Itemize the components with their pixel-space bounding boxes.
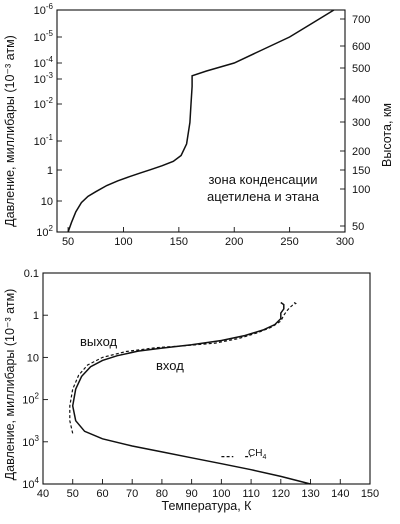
top-y-tick-label-exp: -6 [46,2,54,11]
bottom-x-tick-label: 100 [212,488,230,500]
bottom-x-tick-label: 140 [331,488,349,500]
bottom-y-tick-label-base: 0.1 [24,268,39,280]
label-inflow: вход [156,358,184,373]
bottom-x-tick-label: 130 [301,488,319,500]
top-y-tick-label-base: 10 [34,74,46,86]
top-curves [67,9,335,233]
plot-frame-bottom [42,272,371,485]
bottom-x-tick-label: 60 [96,488,108,500]
bottom-x-tick-label: 110 [242,488,260,500]
series-выход-line [69,301,297,434]
bottom-y-tick-label-base: 10 [27,352,39,364]
top-y-tick-label-base: 10 [34,58,46,70]
bottom-y-tick-label: 10 [27,352,39,364]
top-right-tick-label: 50 [352,221,364,233]
bottom-y-tick-label-exp: 2 [35,392,40,401]
bottom-y-tick-label-base: 10 [22,479,34,491]
top-y-tick-label: 10 [41,196,53,208]
bottom-y-tick-label: 102 [22,392,39,407]
bottom-x-tick-label: 50 [67,488,79,500]
series-вход-line [71,301,311,485]
top-y-tick-label: 10-6 [34,2,54,17]
panel-altitude-temperature: 50 100 150 200 250 300 10-610-510-410-310-210… [3,2,394,248]
top-right-tick-label: 300 [352,117,370,129]
top-x-tick-label: 200 [225,236,243,248]
top-temperature-profile [67,9,335,233]
top-right-tick-label: 400 [352,94,370,106]
top-x-tick-label: 50 [62,236,74,248]
panel-pressure-temperature: 40 50 60 70 80 90 100 110 120 130 140 150 0.1110102… [3,268,379,513]
top-y-tick-label-base: 10 [34,99,46,111]
top-y-tick-label-exp: -2 [46,96,54,105]
top-x-tick-label: 250 [280,236,298,248]
ch4-base: CH [248,448,262,459]
bottom-x-tick-label: 40 [37,488,49,500]
bottom-x-tick-label: 150 [361,488,379,500]
annotation-condensation-zone-line1: зона конденсации [208,172,317,187]
top-y-tick-label-base: 10 [36,227,48,239]
top-y-tick-label: 1 [47,165,53,177]
top-right-tick-label: 600 [352,41,370,53]
top-right-tick-label: 700 [352,14,370,26]
top-y-tick-label: 10-2 [34,96,54,111]
bottom-x-ticks: 40 50 60 70 80 90 100 110 120 130 140 150 [37,479,379,500]
top-right-axis-label: Высота, км [380,103,394,167]
annotation-condensation-zone-line2: ацетилена и этана [207,189,320,204]
label-ch4: CH4 [248,448,266,461]
bottom-y-tick-label: 104 [22,476,39,491]
top-x-ticks: 50 100 150 200 250 300 [62,227,354,248]
top-y-tick-label-base: 1 [47,165,53,177]
top-y-tick-label-base: 10 [34,32,46,44]
label-outflow: выход [80,334,118,349]
top-y-tick-label-exp: -3 [46,71,54,80]
bottom-y-tick-label-exp: 4 [35,476,40,485]
bottom-x-tick-label: 120 [272,488,290,500]
bottom-y-tick-label-base: 10 [22,437,34,449]
top-right-axis-ticks: 700 600 500 400 300 200 150 100 50 [340,14,370,233]
top-x-tick-label: 300 [336,236,354,248]
top-right-tick-label: 500 [352,63,370,75]
top-y-tick-label-base: 10 [34,5,46,17]
ch4-subscript: 4 [262,454,266,461]
top-y-tick-label-base: 10 [34,136,46,148]
bottom-y-axis-label: Давление, миллибары (10⁻³ атм) [3,289,17,481]
top-y-tick-label-base: 10 [41,196,53,208]
top-right-tick-label: 100 [352,184,370,196]
bottom-y-tick-label: 0.1 [24,268,39,280]
bottom-x-axis-label: Температура, К [162,499,253,513]
top-y-tick-label: 10-4 [34,55,54,70]
bottom-y-tick-label-base: 10 [22,395,34,407]
top-y-tick-label: 10-5 [34,29,54,44]
bottom-y-tick-label: 1 [33,310,39,322]
top-y-axis-label: Давление, миллибары (10⁻³ атм) [3,35,17,227]
bottom-y-tick-label: 103 [22,434,39,449]
bottom-x-tick-label: 70 [126,488,138,500]
top-y-tick-label-exp: -1 [46,133,54,142]
top-y-tick-label-exp: -4 [46,55,54,64]
bottom-y-tick-label-base: 1 [33,310,39,322]
top-y-tick-label: 10-1 [34,133,54,148]
bottom-curves [69,301,311,485]
top-right-tick-label: 150 [352,165,370,177]
top-y-tick-label: 10-3 [34,71,54,86]
top-x-tick-label: 100 [114,236,132,248]
top-y-tick-label: 102 [36,224,53,239]
bottom-x-tick-label: 90 [186,488,198,500]
bottom-y-tick-label-exp: 3 [35,434,40,443]
top-y-tick-label-exp: 2 [49,224,54,233]
bottom-x-tick-label: 80 [156,488,168,500]
top-y-tick-label-exp: -5 [46,29,54,38]
top-right-tick-label: 200 [352,146,370,158]
plot-frame-top [56,9,346,233]
top-x-tick-label: 150 [170,236,188,248]
